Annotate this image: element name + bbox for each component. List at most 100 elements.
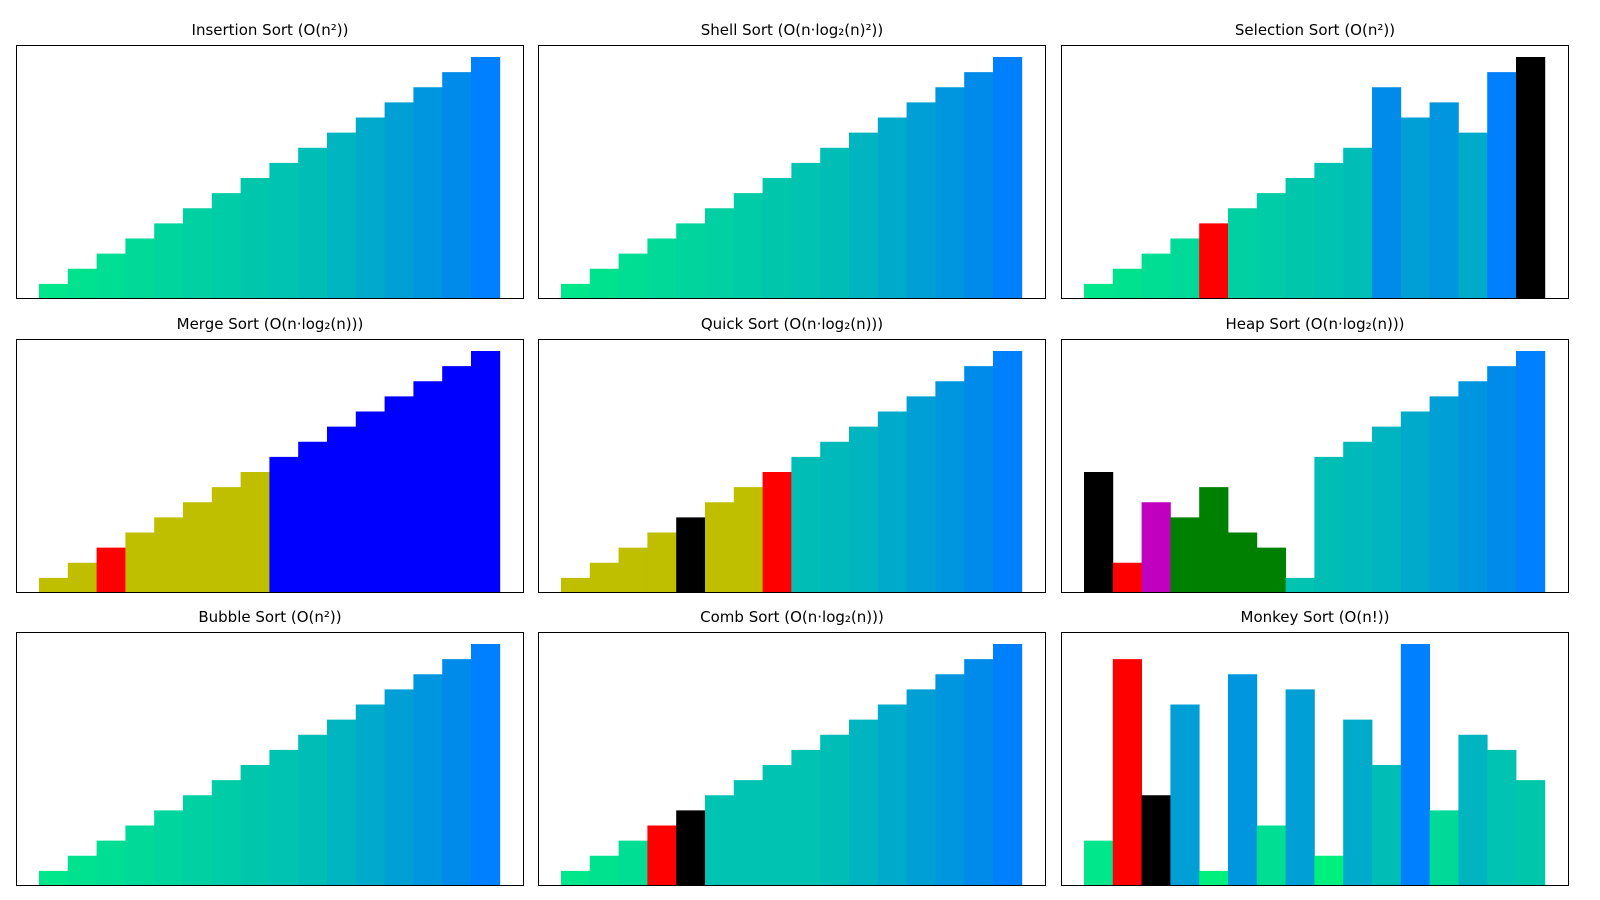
- bar: [1372, 426, 1402, 592]
- plot-area: [16, 45, 524, 299]
- bar: [676, 517, 706, 592]
- bar: [1314, 162, 1344, 298]
- chart-title-complexity: (O(n²)): [297, 21, 349, 39]
- bar: [1314, 456, 1344, 592]
- bar: [849, 132, 879, 298]
- bar: [1199, 870, 1229, 885]
- bar: [820, 441, 850, 592]
- bar: [791, 456, 821, 592]
- bar: [183, 208, 213, 298]
- bar: [298, 734, 328, 885]
- bar: [993, 351, 1023, 592]
- chart-title-complexity: (O(n·log₂(n))): [1304, 315, 1405, 333]
- plot-area: [538, 45, 1046, 299]
- bar: [1084, 283, 1114, 298]
- bar: [384, 396, 414, 592]
- chart-title: Selection Sort (O(n²)): [1061, 21, 1569, 39]
- bar: [183, 502, 213, 592]
- bar: [1285, 577, 1315, 592]
- bar: [1141, 502, 1171, 592]
- bar: [327, 719, 357, 885]
- chart-title: Monkey Sort (O(n!)): [1061, 608, 1569, 626]
- chart-title: Shell Sort (O(n·log₂(n)²)): [538, 21, 1046, 39]
- bar: [762, 472, 792, 592]
- bar-chart: [39, 351, 501, 592]
- bar: [413, 87, 443, 298]
- chart-title-name: Bubble Sort: [198, 608, 291, 626]
- bar: [125, 825, 155, 885]
- chart-title-complexity: (O(n·log₂(n))): [783, 315, 884, 333]
- bar: [471, 351, 501, 592]
- bar: [1429, 396, 1459, 592]
- chart-title: Quick Sort (O(n·log₂(n))): [538, 315, 1046, 333]
- bar: [618, 253, 648, 298]
- bar: [413, 381, 443, 592]
- bar: [211, 193, 241, 298]
- bar: [1256, 193, 1286, 298]
- bar: [442, 366, 472, 592]
- plot-area: [538, 632, 1046, 886]
- bar: [1400, 411, 1430, 592]
- bar: [96, 840, 126, 885]
- chart-title-name: Heap Sort: [1225, 315, 1305, 333]
- bar: [964, 659, 994, 885]
- bar: [269, 456, 299, 592]
- bar: [705, 208, 735, 298]
- bar: [1429, 102, 1459, 298]
- bar-chart: [39, 57, 501, 298]
- chart-title: Bubble Sort (O(n²)): [16, 608, 524, 626]
- chart-title-complexity: (O(n·log₂(n)²)): [777, 21, 884, 39]
- bar: [1199, 487, 1229, 592]
- bar: [39, 870, 69, 885]
- bar: [471, 57, 501, 298]
- chart-title-name: Shell Sort: [700, 21, 778, 39]
- bar: [240, 765, 270, 885]
- bar: [589, 855, 619, 885]
- bar: [762, 178, 792, 298]
- bar: [1516, 351, 1546, 592]
- bar: [1343, 719, 1373, 885]
- bar: [1458, 381, 1488, 592]
- bar: [1285, 689, 1315, 885]
- bar: [355, 117, 385, 298]
- bar: [589, 268, 619, 298]
- chart-panel: Insertion Sort (O(n²)): [16, 21, 524, 299]
- chart-title-complexity: (O(n²)): [1344, 21, 1396, 39]
- chart-panel: Bubble Sort (O(n²)): [16, 608, 524, 886]
- bar: [1343, 147, 1373, 298]
- bar: [906, 396, 936, 592]
- bar: [791, 162, 821, 298]
- chart-title: Insertion Sort (O(n²)): [16, 21, 524, 39]
- bar: [1487, 366, 1517, 592]
- bar-chart: [561, 351, 1023, 592]
- bar: [471, 644, 501, 885]
- bar: [1256, 547, 1286, 592]
- bar: [1458, 734, 1488, 885]
- bar: [647, 532, 677, 592]
- bar: [154, 810, 184, 885]
- bar: [1429, 810, 1459, 885]
- bar: [820, 734, 850, 885]
- plot-area: [16, 339, 524, 593]
- bar: [413, 674, 443, 885]
- bar: [442, 659, 472, 885]
- bar: [39, 577, 69, 592]
- bar: [125, 238, 155, 298]
- bar: [1228, 208, 1258, 298]
- bar: [154, 517, 184, 592]
- bar-chart: [39, 644, 501, 885]
- bar: [67, 268, 97, 298]
- bar: [618, 840, 648, 885]
- bar: [877, 411, 907, 592]
- bar: [733, 193, 763, 298]
- chart-title-name: Monkey Sort: [1240, 608, 1339, 626]
- chart-title: Comb Sort (O(n·log₂(n))): [538, 608, 1046, 626]
- bar: [820, 147, 850, 298]
- bar: [1516, 57, 1546, 298]
- bar-chart: [561, 57, 1023, 298]
- bar: [964, 72, 994, 298]
- bar-chart: [1084, 644, 1546, 885]
- bar: [935, 381, 965, 592]
- bar: [67, 855, 97, 885]
- chart-title-name: Insertion Sort: [191, 21, 298, 39]
